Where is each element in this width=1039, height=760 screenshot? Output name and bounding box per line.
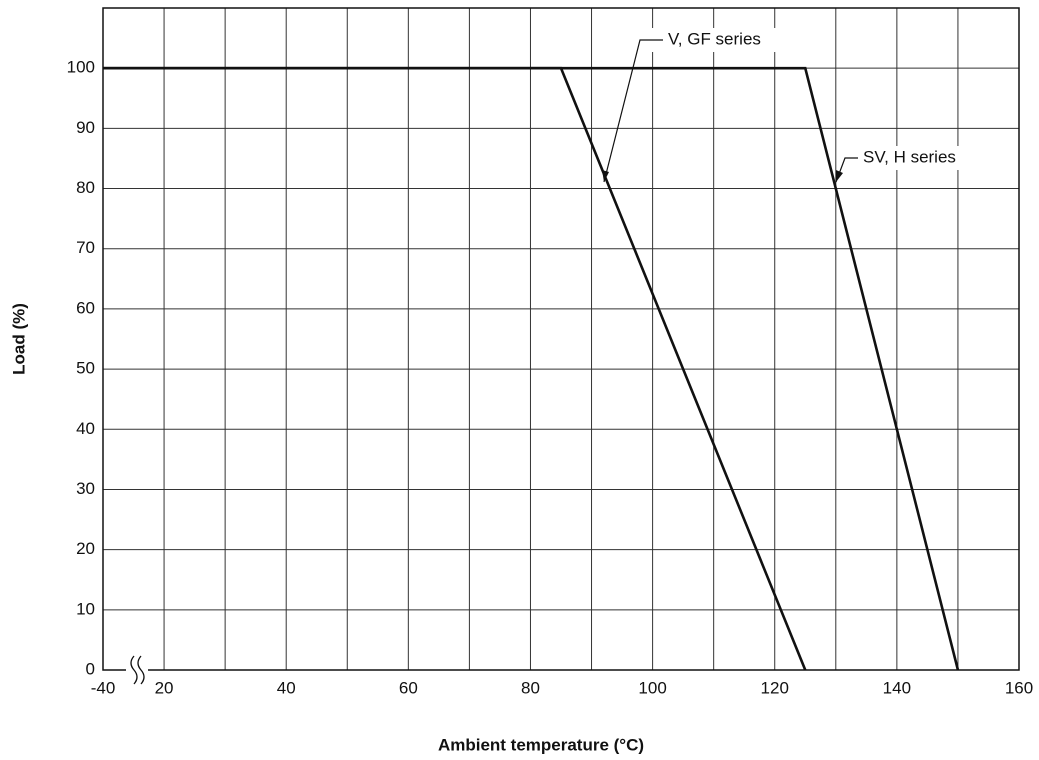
series-label: V, GF series	[668, 29, 761, 48]
plot-frame	[102, 7, 1020, 671]
y-tick-label: 60	[76, 298, 95, 317]
grid	[102, 8, 1020, 671]
y-axis-title: Load (%)	[9, 303, 28, 375]
annotation-sv-h: SV, H series	[835, 146, 998, 183]
x-tick-label: 80	[521, 678, 540, 697]
x-tick-label: 140	[883, 678, 911, 697]
y-tick-label: 0	[86, 659, 95, 678]
y-tick-label: 20	[76, 539, 95, 558]
x-tick-label: 100	[638, 678, 666, 697]
x-tick-label: 20	[155, 678, 174, 697]
y-tick-label: 50	[76, 359, 95, 378]
y-tick-label: 80	[76, 178, 95, 197]
y-tick-label: 90	[76, 118, 95, 137]
y-tick-label: 100	[67, 58, 95, 77]
leader-line	[603, 39, 663, 183]
series-line	[103, 66, 960, 671]
lines	[103, 66, 960, 671]
label-bg	[652, 28, 794, 52]
y-tick-label: 10	[76, 599, 95, 618]
x-tick-label: 120	[761, 678, 789, 697]
y-tick-label: 70	[76, 238, 95, 257]
break-wave	[137, 655, 145, 685]
arrow-head	[836, 170, 843, 182]
y-tick-label: 40	[76, 419, 95, 438]
x-tick-label: 40	[277, 678, 296, 697]
annotation-v-gf: V, GF series	[602, 28, 794, 183]
x-tick-label: 60	[399, 678, 418, 697]
axis-break	[126, 655, 148, 685]
arrow-head	[602, 170, 609, 182]
x-tick-label: 160	[1005, 678, 1033, 697]
y-tick-label: 30	[76, 479, 95, 498]
label-bg	[848, 146, 998, 170]
x-axis-title: Ambient temperature (°C)	[438, 735, 644, 754]
break-wave	[130, 655, 138, 685]
ticks: 0 10 20 30 40 50 60 70 80 90 100 -40 20 40 60 80 100 120 1…	[67, 58, 1034, 698]
x-tick-label: -40	[91, 678, 116, 697]
series-label: SV, H series	[863, 147, 956, 166]
